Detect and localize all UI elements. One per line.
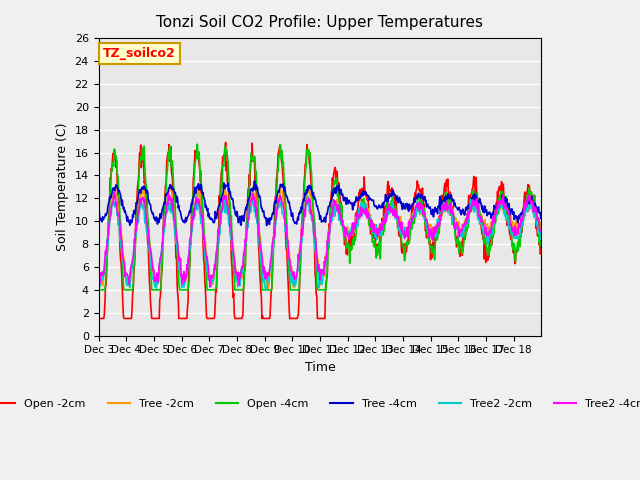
X-axis label: Time: Time (305, 361, 335, 374)
Text: TZ_soilco2: TZ_soilco2 (103, 47, 176, 60)
Y-axis label: Soil Temperature (C): Soil Temperature (C) (56, 122, 69, 251)
Title: Tonzi Soil CO2 Profile: Upper Temperatures: Tonzi Soil CO2 Profile: Upper Temperatur… (157, 15, 483, 30)
Legend: Open -2cm, Tree -2cm, Open -4cm, Tree -4cm, Tree2 -2cm, Tree2 -4cm: Open -2cm, Tree -2cm, Open -4cm, Tree -4… (0, 395, 640, 414)
